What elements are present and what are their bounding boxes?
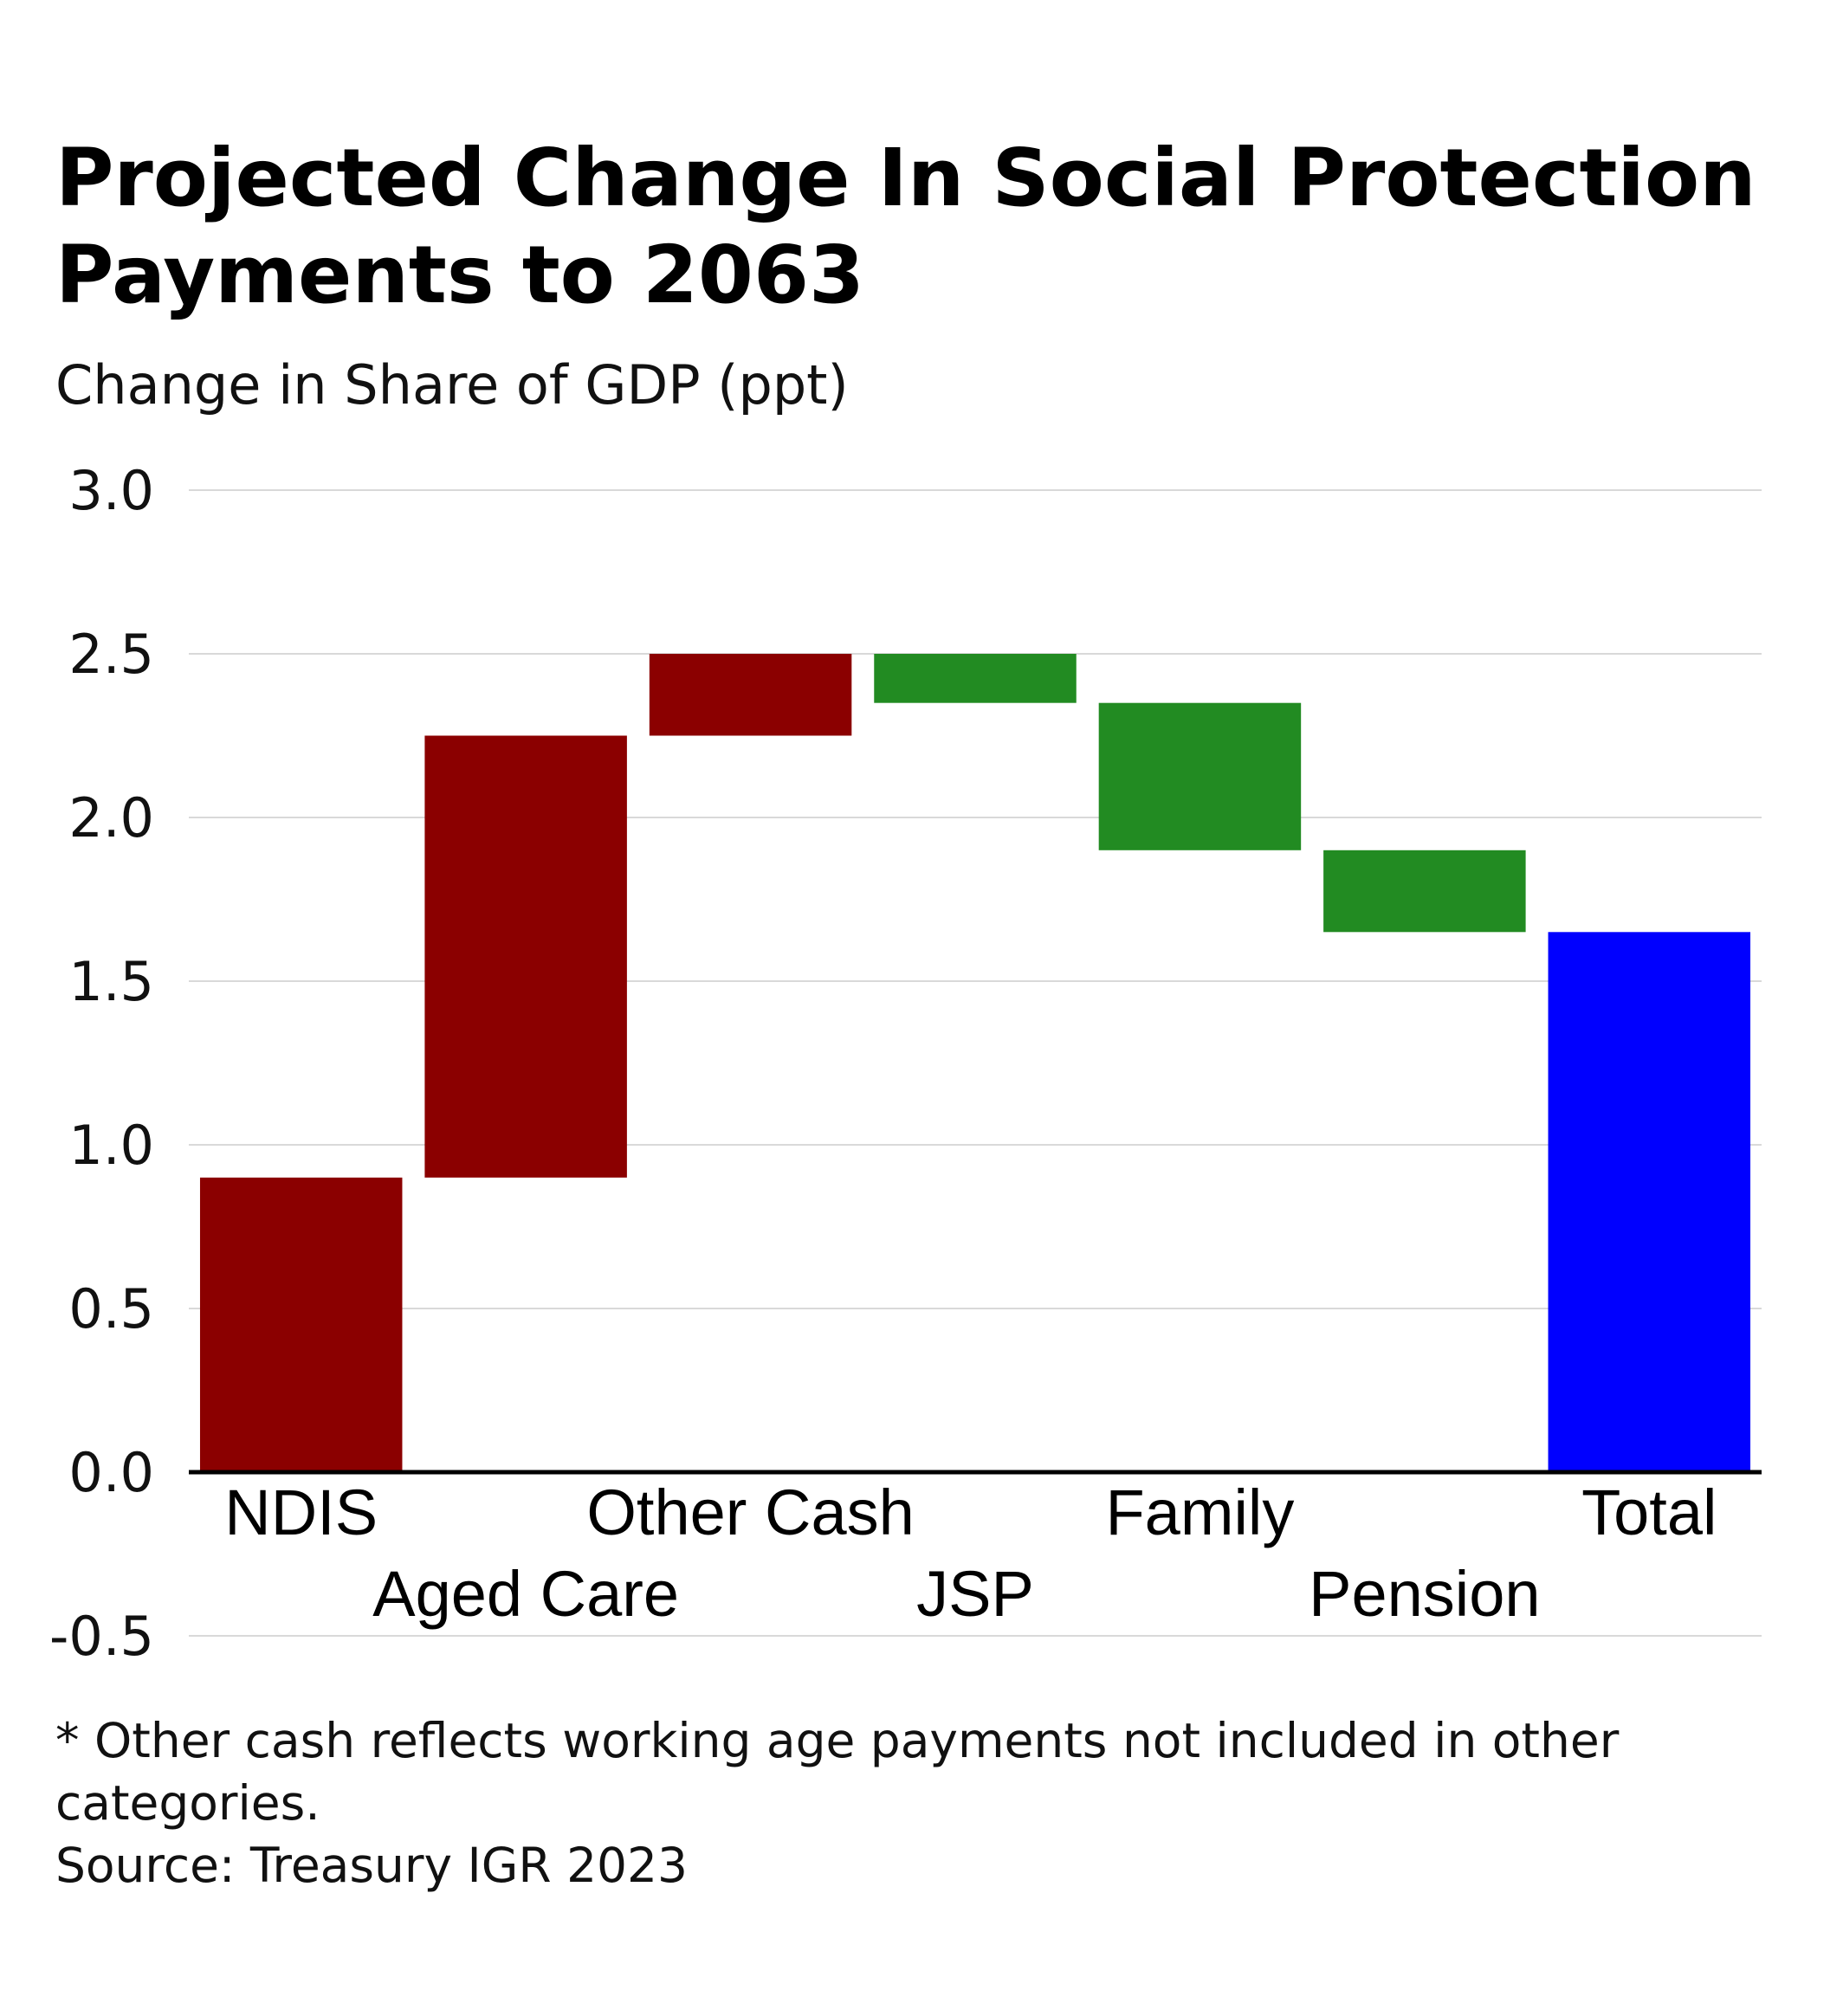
y-tick-label: 1.0 xyxy=(68,1114,154,1177)
y-tick-label: 2.0 xyxy=(68,786,154,850)
chart-title: Projected Change In Social Protection Pa… xyxy=(55,132,1756,321)
x-category-label: NDIS xyxy=(224,1476,378,1548)
y-tick-label: 2.5 xyxy=(68,623,154,686)
x-category-label: Other Cash xyxy=(586,1476,914,1548)
x-category-label: Aged Care xyxy=(372,1558,679,1630)
x-category-label: Total xyxy=(1581,1476,1717,1548)
bar-ndis xyxy=(199,1177,403,1472)
x-category-label: JSP xyxy=(916,1558,1034,1630)
bar-total xyxy=(1548,932,1751,1472)
y-tick-label: 0.0 xyxy=(68,1441,154,1504)
y-tick-label: 1.5 xyxy=(68,950,154,1013)
y-tick-label: 0.5 xyxy=(68,1277,154,1341)
chart-subtitle: Change in Share of GDP (ppt) xyxy=(55,353,849,417)
x-category-label: Family xyxy=(1105,1476,1294,1548)
x-category-label: Pension xyxy=(1309,1558,1540,1630)
bar-jsp xyxy=(874,654,1077,703)
bar-family xyxy=(1098,702,1302,850)
footnote-block: * Other cash reflects working age paymen… xyxy=(55,1709,1744,1896)
bar-aged-care xyxy=(424,735,627,1178)
bar-other-cash xyxy=(649,654,852,736)
footnote-text: * Other cash reflects working age paymen… xyxy=(55,1713,1620,1831)
bars xyxy=(199,654,1751,1472)
tick-labels: 3.0 2.5 2.0 1.5 1.0 0.5 0.0 -0.5 NDIS Aged Care Ot… xyxy=(49,459,1717,1668)
y-tick-label: -0.5 xyxy=(49,1605,154,1668)
bar-pension xyxy=(1323,850,1526,933)
source-text: Source: Treasury IGR 2023 xyxy=(55,1838,689,1893)
y-tick-label: 3.0 xyxy=(68,459,154,522)
